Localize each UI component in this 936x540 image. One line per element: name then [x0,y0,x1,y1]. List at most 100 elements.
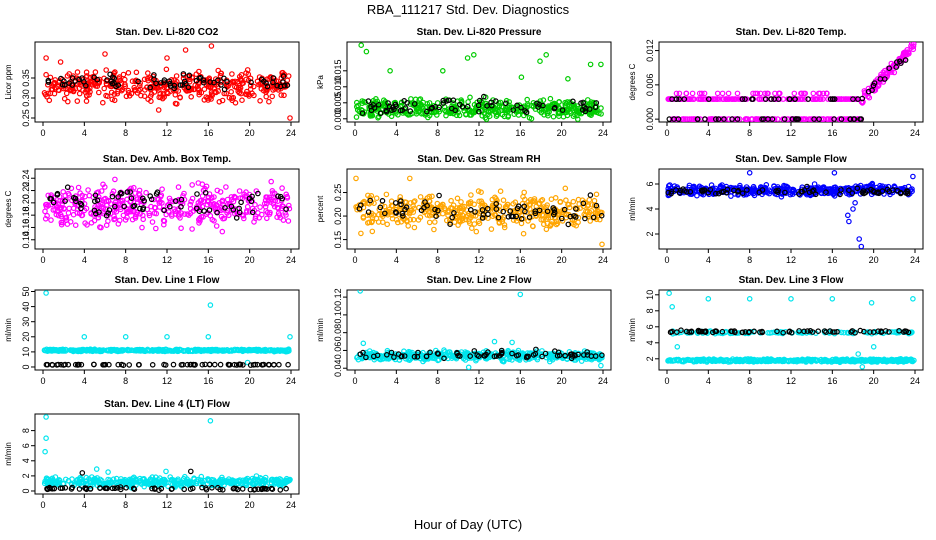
data-point [96,89,102,96]
data-point [717,183,724,189]
y-tick-label: 40 [21,302,31,312]
data-point [374,352,381,359]
data-point [868,299,875,306]
data-point [261,200,268,207]
data-point [175,207,181,214]
data-point [681,96,688,102]
data-point [73,348,80,354]
data-point [507,208,514,214]
data-point [598,61,604,68]
x-tick-label: 8 [123,255,128,265]
data-point [151,89,158,95]
data-point [854,185,861,192]
data-point [279,185,285,191]
data-point [118,198,124,205]
data-point [490,208,496,215]
data-point [214,209,220,216]
data-point [212,361,218,368]
data-point [419,104,425,110]
data-point [580,352,587,358]
data-point [196,86,202,93]
data-point [476,198,482,205]
data-point [759,329,766,336]
data-point [363,354,369,361]
data-point [161,207,167,214]
data-point [592,353,599,359]
data-point [131,184,137,191]
data-point [232,78,238,85]
data-point [870,358,876,365]
data-point [173,73,180,79]
data-point [163,211,170,218]
data-point [166,195,173,202]
data-point [741,357,748,364]
data-point [524,103,531,109]
data-point [48,217,54,223]
data-point [720,96,726,102]
x-tick-label: 0 [352,128,357,138]
data-point [475,102,482,109]
data-point [566,204,573,211]
data-point [136,187,143,194]
y-tick-label: 0.30 [21,89,31,107]
y-tick-label: 0.012 [645,39,655,62]
data-point [83,98,90,104]
data-point [478,189,484,196]
data-point [515,203,522,210]
data-point [238,90,244,97]
data-point [50,199,57,206]
data-point [275,193,281,200]
data-point [869,180,876,187]
data-point [475,353,482,360]
data-point [65,210,72,216]
data-point [194,83,201,90]
data-point [902,57,909,63]
data-point [488,102,495,109]
data-point [165,347,172,354]
data-point [491,338,498,345]
data-point [104,347,111,354]
data-point [101,85,108,92]
data-point [174,101,180,107]
data-point [398,219,405,225]
data-point [573,206,579,212]
data-point [852,358,859,364]
data-point [524,96,531,103]
data-point [239,97,245,104]
data-point [99,204,105,210]
data-point [823,90,830,97]
y-tick-label: 4 [645,340,655,345]
data-point [164,333,170,340]
data-point [723,190,730,196]
data-point [417,194,424,200]
x-tick-label: 4 [82,128,87,138]
data-point [152,204,158,211]
data-point [276,361,282,368]
data-point [205,97,211,103]
data-point [468,225,475,232]
data-point [774,328,780,335]
data-point [448,105,455,112]
data-point [599,352,605,359]
y-tick-label: 0.24 [21,169,31,187]
x-tick-label: 24 [598,255,608,265]
data-point [762,96,769,102]
data-point [141,76,148,83]
y-tick-label: 10 [21,347,31,357]
data-point [463,111,469,117]
data-point [94,76,101,83]
data-point [113,83,119,90]
data-point [97,224,103,230]
data-point [103,80,110,87]
data-point [157,193,164,200]
data-point [796,328,802,334]
plot-points [41,414,293,494]
x-tick-label: 8 [435,255,440,265]
data-point [224,196,231,203]
data-point [815,328,822,335]
data-point [201,86,208,93]
data-point [522,208,528,215]
x-tick-label: 12 [162,128,172,138]
